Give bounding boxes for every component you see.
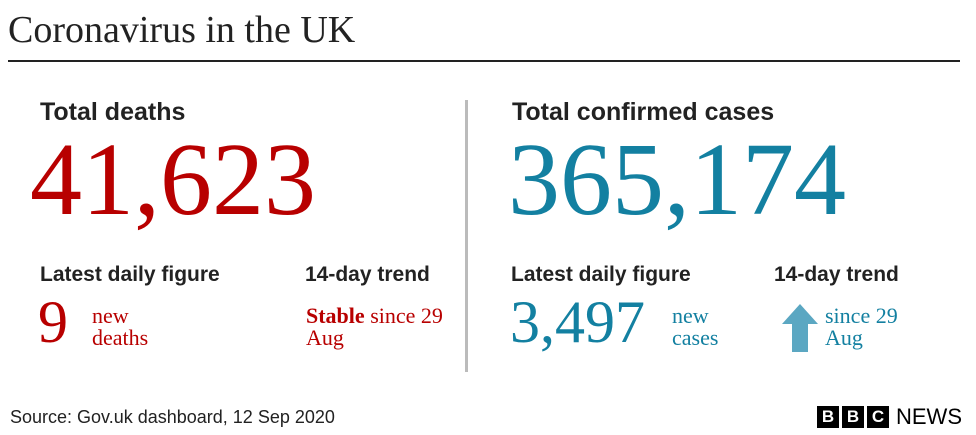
bbc-news-logo: B B C NEWS <box>817 404 962 430</box>
source: Source: Gov.uk dashboard, 12 Sep 2020 <box>10 407 335 427</box>
daily-label: Latest daily figure <box>511 263 691 286</box>
panel-heading: Total deaths <box>40 98 186 126</box>
panel-heading: Total confirmed cases <box>512 98 775 126</box>
logo-letter: B <box>817 406 839 428</box>
daily-value: 9 <box>38 289 68 355</box>
logo-letter: B <box>842 406 864 428</box>
logo-letter: C <box>867 406 889 428</box>
logo-text: NEWS <box>896 404 962 429</box>
trend-since: since 29 Aug <box>825 303 898 350</box>
trend-label: 14-day trend <box>305 263 430 286</box>
title-rule <box>8 60 960 62</box>
trend-up-arrow <box>782 304 818 352</box>
daily-value: 3,497 <box>510 289 645 355</box>
title: Coronavirus in the UK <box>8 9 356 51</box>
total-value: 365,174 <box>508 122 846 237</box>
daily-unit: new cases <box>672 303 719 350</box>
trend-text: Stable since 29 Aug <box>306 305 456 349</box>
trend-status: Stable <box>306 303 365 328</box>
trend-label: 14-day trend <box>774 263 899 286</box>
divider <box>465 100 468 372</box>
daily-unit: new deaths <box>92 303 149 350</box>
trend-since: since 29 Aug <box>306 303 443 350</box>
total-value: 41,623 <box>30 122 316 237</box>
daily-label: Latest daily figure <box>40 263 220 286</box>
